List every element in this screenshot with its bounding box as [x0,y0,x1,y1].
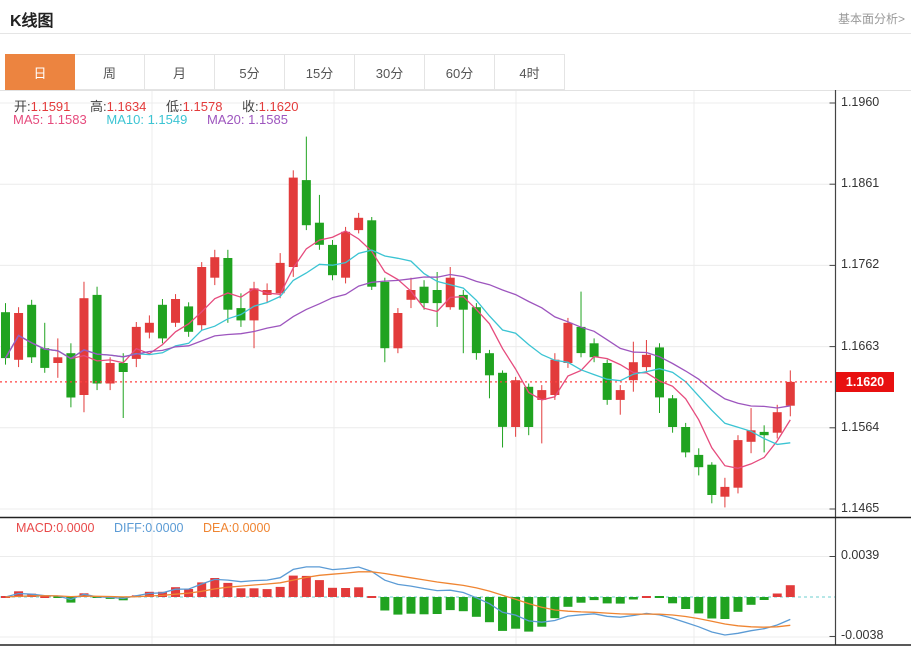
tab-15分[interactable]: 15分 [285,54,355,90]
tab-4时[interactable]: 4时 [495,54,565,90]
price-axis-label: 1.1762 [841,257,880,272]
ma10-value: 1.1549 [147,112,188,127]
timeframe-tabbar: 日周月 5分 15分 30分 60分 4时 [0,54,911,91]
macd-value: 0.0000 [56,521,95,535]
macd-axis-label: 0.0039 [841,548,880,563]
price-axis-label: 1.1564 [841,419,880,434]
ma5-label: MA5: [13,112,44,127]
close-label: 收: [242,99,259,114]
tab-月[interactable]: 月 [145,54,215,90]
price-axis-label: 1.1663 [841,338,880,353]
tab-60分[interactable]: 60分 [425,54,495,90]
fundamental-analysis-link[interactable]: 基本面分析> [837,12,905,26]
timeframe-tabs: 日周月 5分 15分 30分 60分 4时 [5,54,565,90]
macd-label: MACD: [16,521,57,535]
price-axis-label: 1.1465 [841,501,880,515]
ma-readout: MA5: 1.1583 MA10: 1.1549 MA20: 1.1585 [13,112,288,127]
tab-周[interactable]: 周 [75,54,145,90]
close-value: 1.1620 [258,99,299,114]
open-value: 1.1591 [30,99,71,114]
ma5-value: 1.1583 [46,112,87,127]
tab-30分[interactable]: 30分 [355,54,425,90]
diff-label: DIFF: [114,521,146,535]
title-divider [0,33,911,34]
ma20-value: 1.1585 [248,112,288,127]
price-axis-label: 1.1861 [841,176,880,191]
dea-label: DEA: [202,521,233,535]
diff-value: 0.0000 [145,521,184,535]
page-title: K线图 [10,13,54,30]
dea-value: 0.0000 [232,521,271,535]
ma20-label: MA20: [206,112,245,127]
open-label: 开: [14,99,31,114]
macd-axis-label: -0.0038 [841,628,884,643]
current-price-tag: 1.1620 [836,371,894,392]
ohlc-readout: 开:1.1591 高:1.1634 低:1.1578 收:1.1620 [14,96,298,115]
macd-readout: MACD:0.0000 DIFF:0.0000 DEA:0.0000 [16,521,270,535]
price-axis-label: 1.1960 [841,95,880,109]
tab-5分[interactable]: 5分 [215,54,285,90]
ma10-label: MA10: [106,112,144,127]
high-label: 高: [90,99,107,114]
tab-日[interactable]: 日 [5,54,75,90]
low-value: 1.1578 [182,99,223,114]
high-value: 1.1634 [106,99,147,114]
low-label: 低: [166,99,183,114]
